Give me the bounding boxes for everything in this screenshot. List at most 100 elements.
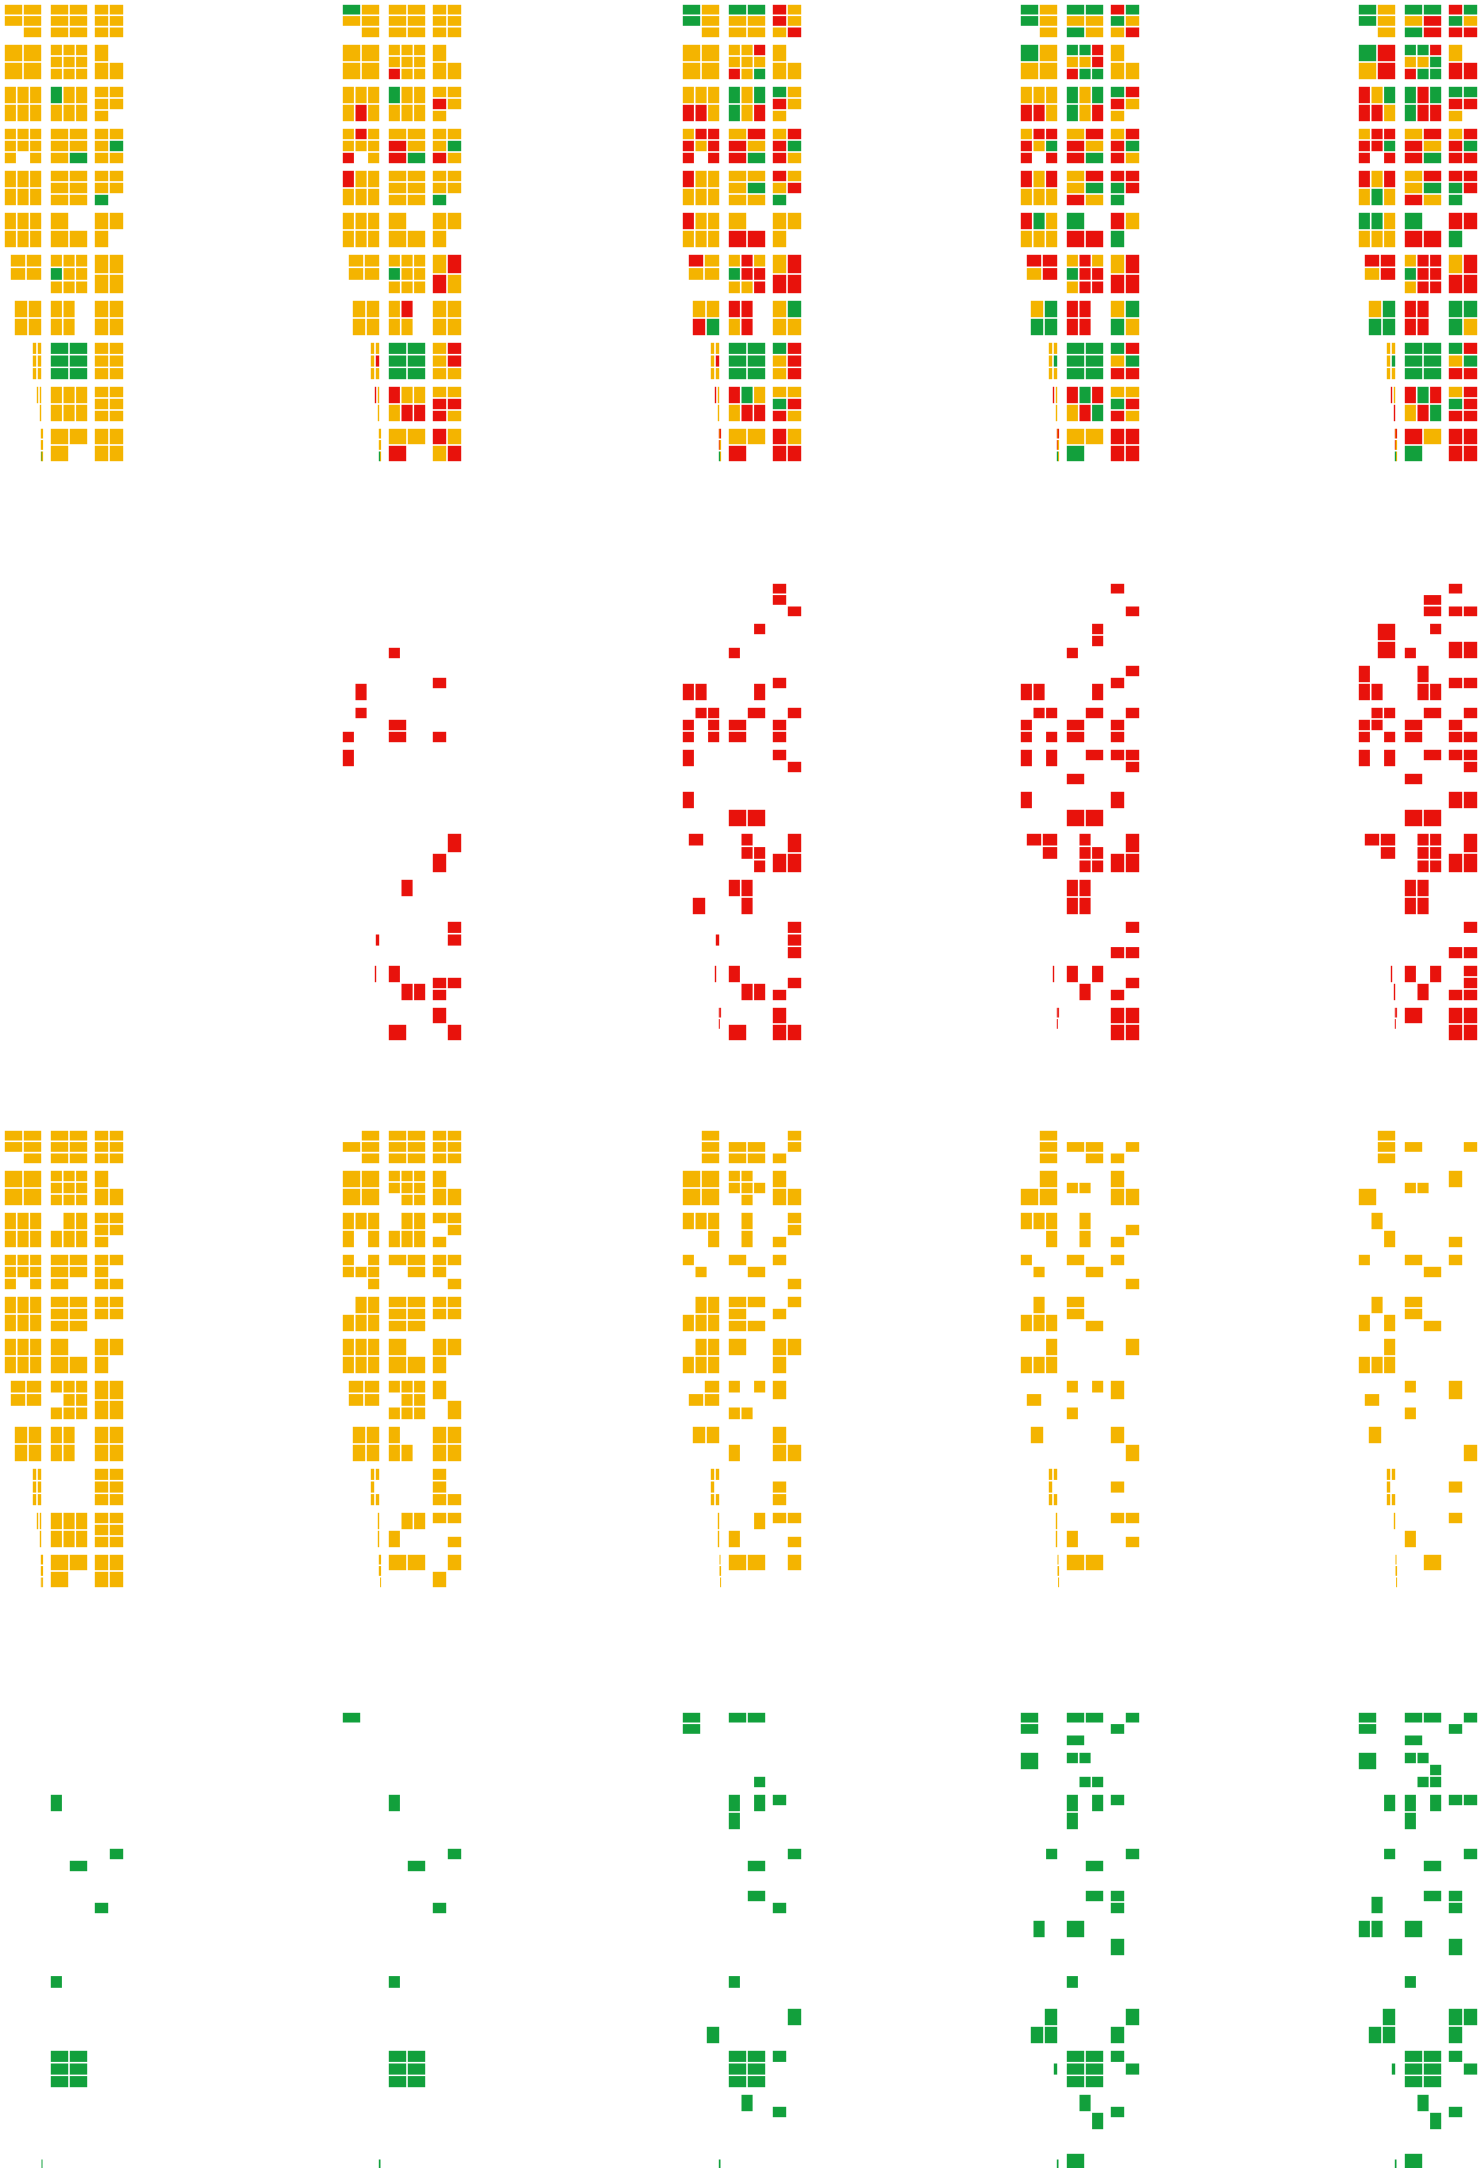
parcel-green [388,355,407,367]
parcel-existing [741,1170,753,1182]
parcel-new [1448,152,1463,164]
parcel-new [772,274,787,294]
parcel-existing [432,1266,447,1278]
parcel-existing [364,1394,380,1406]
parcel-existing [388,182,407,194]
parcel-existing [710,1481,715,1493]
parcel-existing [1053,1494,1058,1506]
parcel-existing [715,368,720,380]
parcel-existing [1364,1394,1380,1406]
parcel-existing [355,1212,367,1230]
parcel-existing [401,1512,413,1530]
parcel-green [1371,1896,1383,1914]
parcel-new [1020,212,1032,230]
parcel-new [1125,128,1140,140]
parcel-new [682,170,694,188]
parcel-existing [747,170,766,182]
parcel-existing [447,1254,462,1266]
parcel-new [1125,27,1140,38]
parcel-existing [41,1554,43,1565]
parcel-green [388,2063,407,2075]
parcel-existing [379,1566,381,1576]
parcel-new [355,104,367,122]
parcel-existing [109,16,124,26]
parcel-new [1393,983,1396,1001]
parcel-existing [69,1153,88,1164]
parcel-new [1404,897,1416,915]
parcel-existing [1404,254,1416,267]
parcel-existing [401,1407,413,1420]
parcel-green [1394,451,1396,462]
parcel-new [1079,268,1091,280]
parcel-green [50,268,62,280]
parcel-green [1044,300,1058,318]
parcel-existing [1092,254,1104,267]
parcel-new [1371,719,1383,731]
parcel-existing [94,170,109,182]
parcel-existing [17,1296,29,1314]
parcel-new [1046,152,1058,164]
parcel-new [1394,440,1396,450]
parcel-new [1020,683,1032,701]
parcel-new [1371,683,1383,701]
parcel-existing [414,68,426,80]
parcel-existing [109,1142,124,1152]
parcel-existing [388,16,407,26]
parcel-existing [50,1530,62,1548]
parcel-new [1066,879,1078,897]
parcel-existing [1395,428,1397,439]
parcel-existing [342,1338,354,1356]
parcel-existing [1053,368,1058,380]
parcel-existing [4,212,16,230]
parcel-green [1384,1794,1396,1812]
parcel-existing [23,1130,42,1141]
parcel-existing [1020,86,1032,104]
parcel-existing [432,1380,447,1400]
parcel-existing [109,182,124,194]
parcel-existing [720,1577,722,1588]
parcel-new [728,445,747,462]
parcel-green [378,2159,380,2168]
parcel-new [1033,707,1045,719]
parcel-existing [50,212,69,230]
parcel-existing [719,1566,721,1576]
parcel-existing [50,386,62,404]
parcel-existing [787,98,802,110]
parcel-existing [37,1468,42,1480]
parcel-new [414,983,426,1001]
parcel-new [1430,254,1442,267]
parcel-existing [1358,128,1370,140]
parcel-existing [728,27,747,38]
parcel-existing [109,1571,124,1588]
parcel-existing [787,1212,802,1224]
parcel-new [1125,707,1140,719]
parcel-existing [10,254,26,267]
parcel-existing [787,386,802,398]
parcel-existing [772,1356,787,1374]
parcel-existing [109,1212,124,1224]
parcel-new [1033,104,1045,122]
parcel-existing [63,1212,75,1230]
parcel-existing [1358,1254,1370,1266]
parcel-new [728,140,747,152]
parcel-existing [401,86,413,104]
parcel-existing [432,16,447,26]
parcel-existing [710,368,715,380]
parcel-new [772,989,787,1001]
parcel-existing [39,386,42,404]
parcel-existing [1377,1142,1396,1152]
parcel-existing [342,1254,354,1266]
parcel-existing [414,104,426,122]
parcel-existing [1066,1296,1085,1308]
parcel-existing [1110,1188,1125,1206]
parcel-new [1404,879,1416,897]
parcel-new [1125,86,1140,98]
parcel-green [1404,1712,1423,1723]
parcel-existing [682,230,694,248]
parcel-new [1404,318,1416,336]
parcel-new [708,152,720,164]
parcel-new [1085,170,1104,182]
parcel-new [1463,965,1478,977]
parcel-existing [94,1380,109,1400]
parcel-new [342,749,354,767]
